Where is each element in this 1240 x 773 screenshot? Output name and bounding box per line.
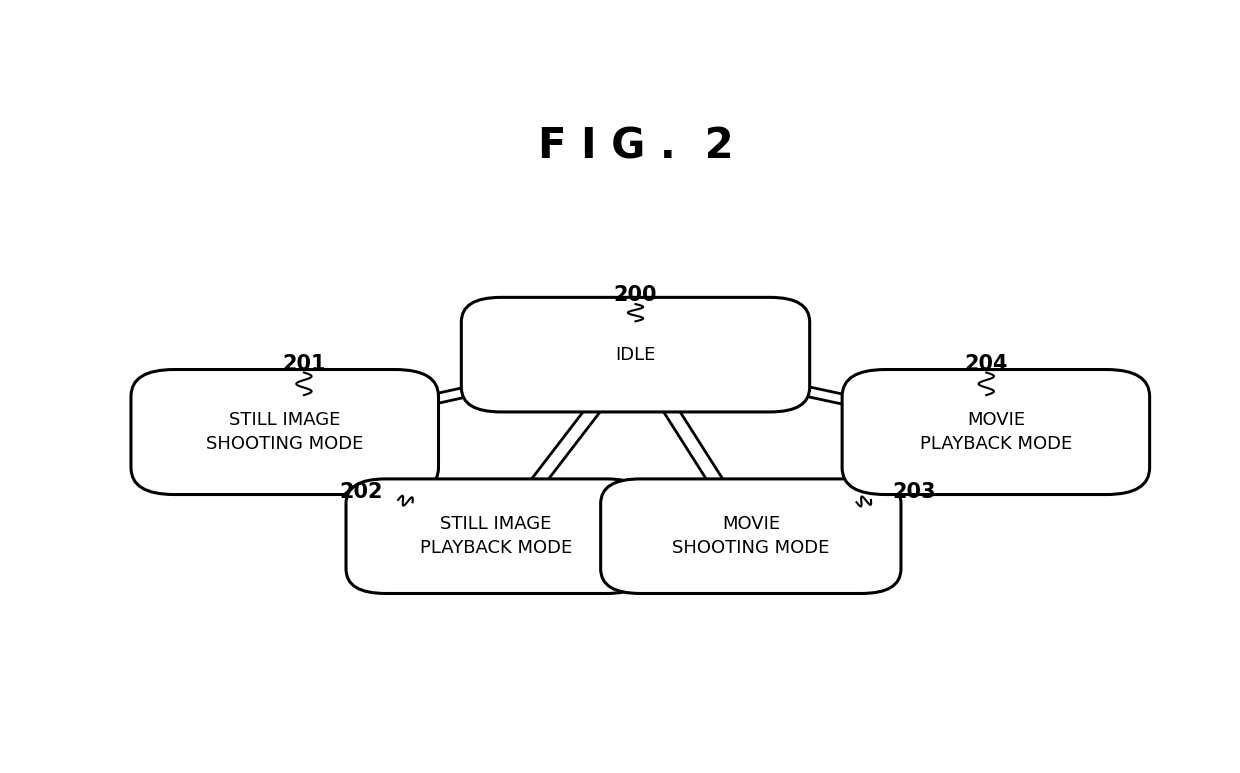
Text: IDLE: IDLE bbox=[615, 346, 656, 363]
Text: STILL IMAGE
SHOOTING MODE: STILL IMAGE SHOOTING MODE bbox=[206, 411, 363, 453]
Text: F I G .  2: F I G . 2 bbox=[538, 125, 733, 167]
FancyBboxPatch shape bbox=[346, 479, 646, 594]
Text: MOVIE
SHOOTING MODE: MOVIE SHOOTING MODE bbox=[672, 516, 830, 557]
Text: 200: 200 bbox=[614, 285, 657, 305]
Text: MOVIE
PLAYBACK MODE: MOVIE PLAYBACK MODE bbox=[920, 411, 1073, 453]
Text: STILL IMAGE
PLAYBACK MODE: STILL IMAGE PLAYBACK MODE bbox=[420, 516, 573, 557]
Text: 202: 202 bbox=[340, 482, 383, 502]
FancyBboxPatch shape bbox=[131, 369, 439, 495]
Text: 203: 203 bbox=[893, 482, 936, 502]
Text: 201: 201 bbox=[283, 353, 326, 373]
FancyBboxPatch shape bbox=[600, 479, 901, 594]
Text: 204: 204 bbox=[965, 353, 1008, 373]
FancyBboxPatch shape bbox=[461, 298, 810, 412]
FancyBboxPatch shape bbox=[842, 369, 1149, 495]
